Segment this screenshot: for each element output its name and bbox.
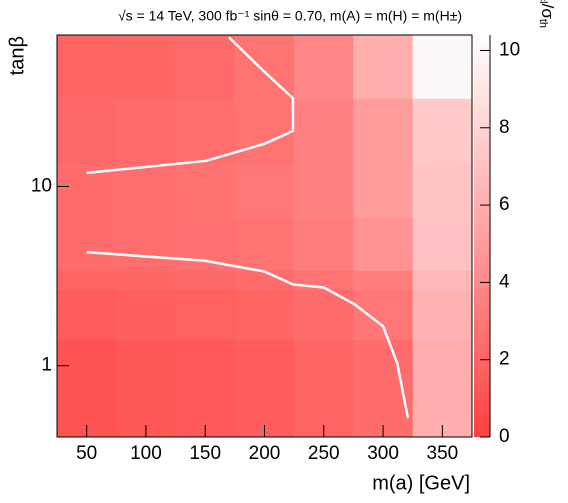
z-tick-label: 8 (499, 117, 510, 138)
heat-cell (412, 289, 473, 340)
heat-cell (116, 98, 176, 164)
heat-cell (412, 98, 473, 164)
heat-cell (234, 270, 295, 290)
heat-cell (412, 339, 473, 438)
z-tick-label: 6 (499, 194, 510, 215)
heat-cell (116, 35, 176, 99)
heat-cell (353, 289, 414, 340)
heat-cell (57, 35, 117, 99)
heat-cell (57, 217, 117, 271)
heat-cell (412, 163, 473, 218)
heat-cell (57, 98, 117, 164)
x-tick-label: 300 (367, 443, 399, 464)
heat-cell (175, 270, 236, 290)
heat-cell (353, 98, 414, 164)
heat-cell (175, 289, 236, 340)
heat-cell (234, 339, 295, 438)
heat-cell (353, 339, 414, 438)
x-tick-label: 350 (427, 443, 459, 464)
heat-cell (175, 98, 236, 164)
colorbar-label-part: th (537, 19, 549, 28)
x-tick-label: 150 (189, 443, 221, 464)
contour-line (86, 250, 410, 419)
heat-cell (116, 270, 176, 290)
y-tick-label: 1 (41, 355, 52, 376)
heat-cell (353, 163, 414, 218)
heat-cell (57, 339, 117, 438)
heat-cell (294, 217, 354, 271)
heat-cell (353, 35, 414, 99)
heat-cell (234, 217, 295, 271)
x-tick-label: 200 (249, 443, 281, 464)
colorbar-label-part: /σ (538, 4, 557, 20)
x-tick-label: 50 (76, 443, 97, 464)
heat-cell (234, 163, 295, 218)
heat-cell (116, 163, 176, 218)
heat-cell (57, 270, 117, 290)
heat-cell (412, 35, 473, 99)
z-tick-label: 0 (499, 426, 510, 447)
x-tick-label: 100 (130, 443, 162, 464)
heat-cell (294, 35, 354, 99)
heat-cell (57, 289, 117, 340)
heat-cell (294, 163, 354, 218)
heat-cell (412, 270, 473, 290)
heat-cell (175, 163, 236, 218)
heat-cell (175, 35, 236, 99)
heat-cell (234, 35, 295, 99)
colorbar (474, 35, 490, 437)
x-axis-label: m(a) [GeV] (372, 472, 470, 494)
contour-line (86, 36, 295, 175)
colorbar-label-part: excl (537, 0, 549, 4)
colorbar-label: Upper limit σexcl/σth (537, 0, 557, 28)
heat-cell (116, 339, 176, 438)
heat-cell (234, 289, 295, 340)
x-tick-label: 250 (308, 443, 340, 464)
z-tick-label: 2 (499, 349, 510, 370)
heat-cell (412, 217, 473, 271)
heat-cell (175, 217, 236, 271)
chart-title: √s = 14 TeV, 300 fb⁻¹ sinθ = 0.70, m(A) … (118, 8, 462, 24)
heat-cell (116, 289, 176, 340)
heat-cell (116, 217, 176, 271)
heat-cell (294, 339, 354, 438)
heat-cell (294, 98, 354, 164)
z-tick-label: 4 (499, 271, 510, 292)
y-axis-label: tanβ (6, 36, 28, 75)
heat-cell (294, 289, 354, 340)
y-tick-label: 10 (31, 175, 52, 196)
heat-cell (353, 270, 414, 290)
heat-cell (353, 217, 414, 271)
heat-cell (234, 98, 295, 164)
z-tick-label: 10 (499, 39, 520, 60)
heat-cell (175, 339, 236, 438)
